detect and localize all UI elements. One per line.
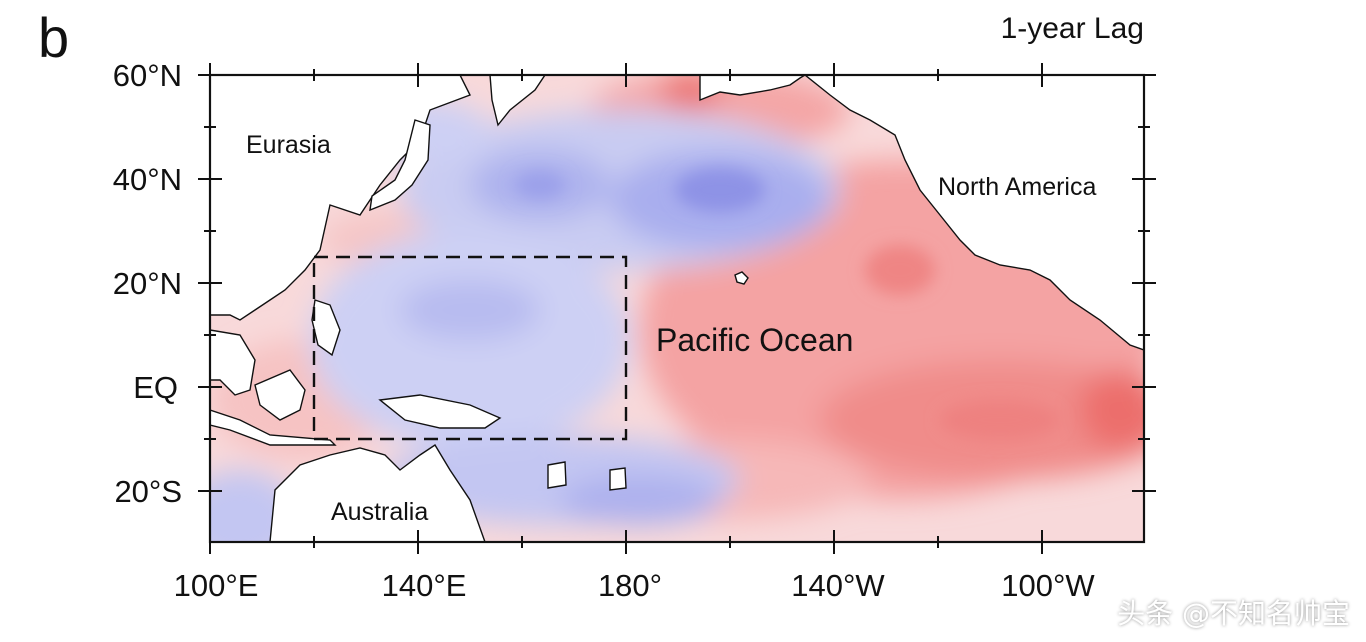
lon-label-140w: 140°W: [791, 568, 885, 603]
plot-frame: [208, 73, 1146, 544]
axis-ticks: [198, 63, 1156, 554]
lat-label-20s: 20°S: [114, 474, 182, 509]
lat-label-eq: EQ: [133, 370, 178, 405]
region-label-eurasia: Eurasia: [246, 131, 331, 159]
lon-label-100e: 100°E: [174, 568, 259, 603]
region-label-north-america: North America: [938, 173, 1096, 201]
region-label-australia: Australia: [331, 498, 428, 526]
lag-title: 1-year Lag: [1000, 12, 1144, 45]
panel-letter: b: [38, 6, 70, 69]
study-region-box: [312, 255, 628, 441]
lon-label-100w: 100°W: [1001, 568, 1095, 603]
lat-label-20n: 20°N: [113, 266, 182, 301]
anomaly-field: [210, 75, 1144, 542]
land-masses: [210, 75, 1144, 542]
region-label-pacific: Pacific Ocean: [656, 322, 853, 358]
lat-label-60n: 60°N: [113, 58, 182, 93]
lon-label-180: 180°: [598, 568, 662, 603]
watermark-text: 头条 @不知名帅宝: [1117, 597, 1350, 630]
lat-label-40n: 40°N: [113, 162, 182, 197]
lon-label-140e: 140°E: [382, 568, 467, 603]
